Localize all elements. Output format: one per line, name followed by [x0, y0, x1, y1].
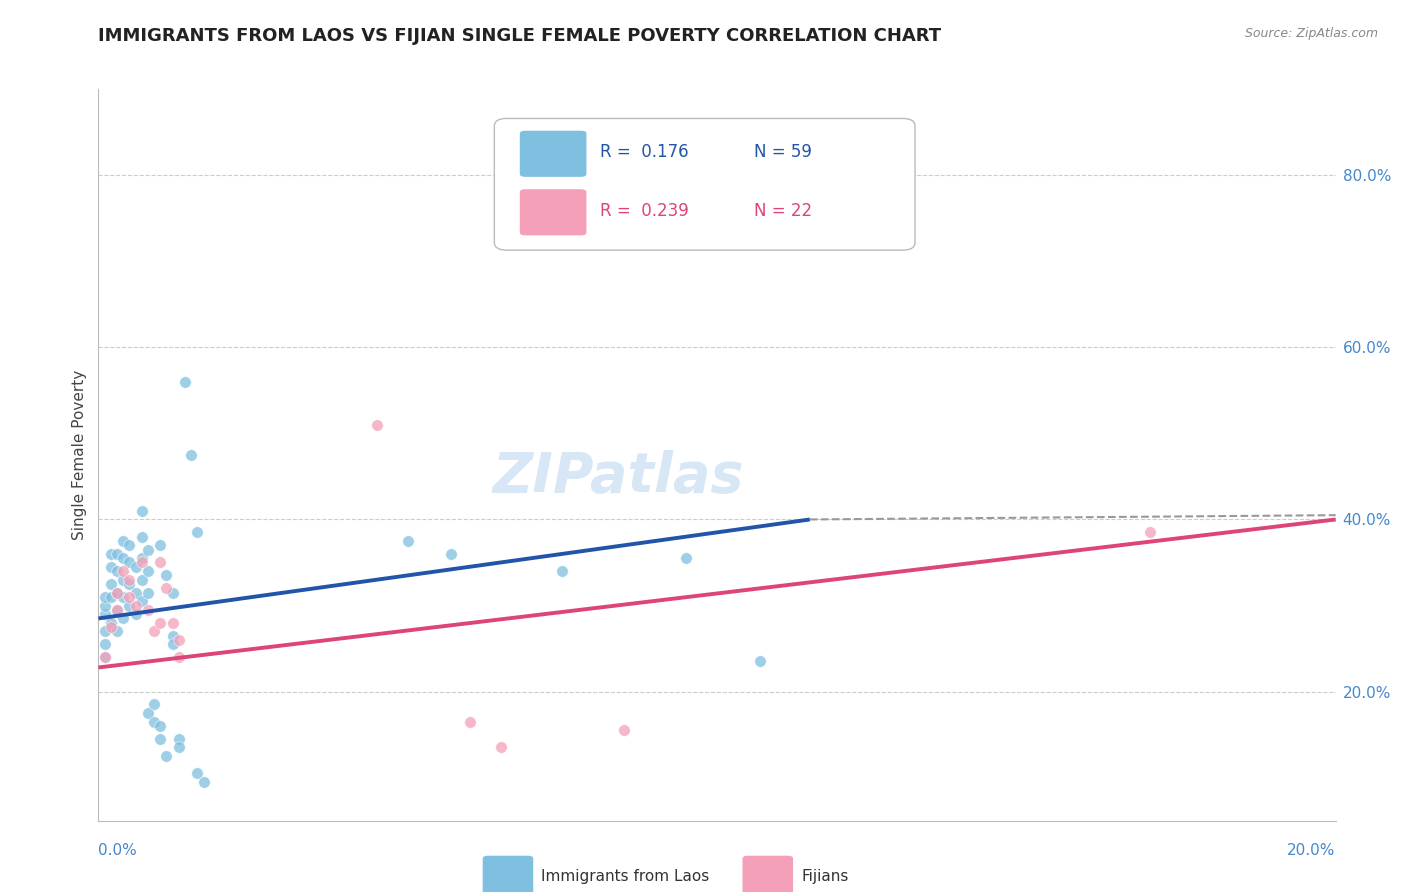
FancyBboxPatch shape	[742, 855, 794, 892]
Point	[112, 551, 135, 566]
Text: N = 22: N = 22	[754, 202, 813, 219]
Point	[162, 585, 184, 599]
Y-axis label: Single Female Poverty: Single Female Poverty	[72, 370, 87, 540]
Point	[366, 417, 388, 432]
Point	[180, 448, 202, 462]
Point	[105, 585, 128, 599]
Text: Source: ZipAtlas.com: Source: ZipAtlas.com	[1244, 27, 1378, 40]
Point	[193, 775, 215, 789]
Point	[675, 551, 697, 566]
Point	[174, 375, 197, 389]
Point	[131, 504, 153, 518]
Point	[118, 573, 141, 587]
Point	[396, 533, 419, 548]
Point	[149, 719, 172, 733]
Point	[136, 706, 159, 720]
Point	[105, 564, 128, 578]
Point	[136, 603, 159, 617]
Point	[124, 599, 146, 613]
Point	[100, 577, 122, 591]
Point	[93, 637, 115, 651]
Point	[167, 740, 190, 755]
Point	[112, 611, 135, 625]
Point	[93, 650, 115, 665]
Point	[131, 556, 153, 570]
Point	[105, 603, 128, 617]
Point	[162, 615, 184, 630]
Point	[112, 533, 135, 548]
Point	[143, 624, 166, 639]
Point	[749, 655, 772, 669]
FancyBboxPatch shape	[495, 119, 915, 250]
Point	[93, 599, 115, 613]
Point	[155, 568, 177, 582]
Point	[155, 582, 177, 596]
Point	[167, 632, 190, 647]
Point	[100, 559, 122, 574]
Point	[100, 590, 122, 604]
Text: Fijians: Fijians	[801, 869, 849, 884]
Point	[136, 542, 159, 557]
Point	[186, 525, 208, 540]
Text: 20.0%: 20.0%	[1288, 843, 1336, 858]
Point	[131, 530, 153, 544]
Point	[105, 585, 128, 599]
Point	[93, 624, 115, 639]
Text: R =  0.239: R = 0.239	[599, 202, 689, 219]
Point	[100, 615, 122, 630]
Point	[118, 599, 141, 613]
Point	[118, 556, 141, 570]
Text: N = 59: N = 59	[754, 143, 813, 161]
Point	[93, 607, 115, 621]
Point	[136, 585, 159, 599]
Point	[93, 650, 115, 665]
Text: IMMIGRANTS FROM LAOS VS FIJIAN SINGLE FEMALE POVERTY CORRELATION CHART: IMMIGRANTS FROM LAOS VS FIJIAN SINGLE FE…	[98, 27, 942, 45]
Point	[613, 723, 636, 738]
Point	[167, 650, 190, 665]
Point	[124, 559, 146, 574]
Point	[112, 590, 135, 604]
Point	[167, 731, 190, 746]
Point	[149, 538, 172, 552]
Point	[112, 564, 135, 578]
FancyBboxPatch shape	[482, 855, 534, 892]
Text: Immigrants from Laos: Immigrants from Laos	[541, 869, 710, 884]
Point	[143, 698, 166, 712]
Point	[105, 603, 128, 617]
Point	[458, 714, 481, 729]
Point	[112, 573, 135, 587]
Point	[100, 620, 122, 634]
Point	[124, 585, 146, 599]
Point	[149, 556, 172, 570]
FancyBboxPatch shape	[519, 130, 588, 178]
Point	[93, 590, 115, 604]
Point	[143, 714, 166, 729]
Point	[105, 624, 128, 639]
Point	[162, 637, 184, 651]
Point	[105, 547, 128, 561]
Point	[551, 564, 574, 578]
Text: R =  0.176: R = 0.176	[599, 143, 688, 161]
Point	[131, 594, 153, 608]
Point	[136, 564, 159, 578]
Point	[489, 740, 512, 755]
Point	[186, 766, 208, 780]
Point	[100, 547, 122, 561]
Point	[124, 607, 146, 621]
Point	[131, 551, 153, 566]
Point	[440, 547, 463, 561]
Text: ZIPatlas: ZIPatlas	[492, 450, 744, 504]
Point	[1139, 525, 1161, 540]
Point	[131, 573, 153, 587]
FancyBboxPatch shape	[519, 188, 588, 236]
Point	[118, 577, 141, 591]
Text: 0.0%: 0.0%	[98, 843, 138, 858]
Point	[118, 538, 141, 552]
Point	[162, 629, 184, 643]
Point	[149, 731, 172, 746]
Point	[149, 615, 172, 630]
Point	[118, 590, 141, 604]
Point	[155, 749, 177, 764]
